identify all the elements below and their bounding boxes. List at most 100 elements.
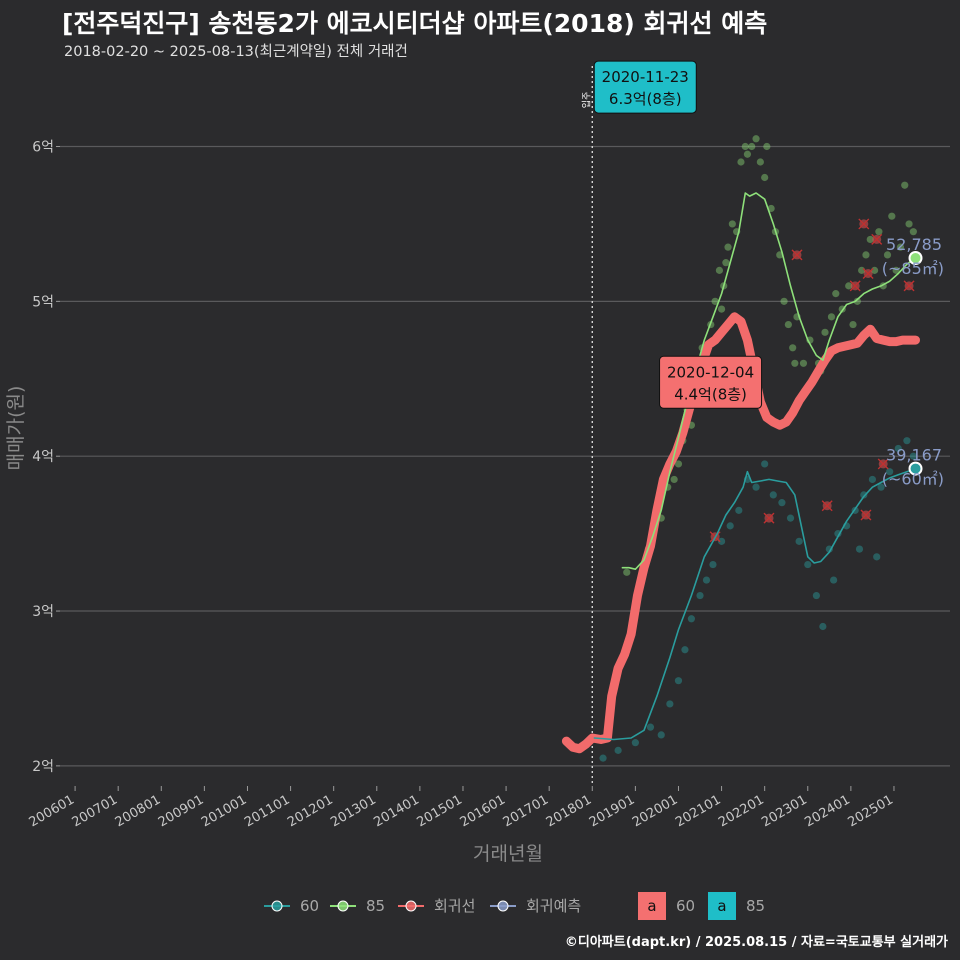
scatter-point-85: [741, 142, 749, 151]
scatter-point-85: [623, 568, 631, 576]
legend-label: 60: [300, 897, 319, 915]
chart-title: [전주덕진구] 송천동2가 에코시티더샵 아파트(2018) 회귀선 예측: [62, 9, 768, 38]
tick-label-y: 4억: [32, 449, 54, 465]
legend-callout-label: 60: [676, 897, 695, 915]
move-in-line: 입주: [580, 66, 593, 786]
legend-dot: [497, 900, 509, 912]
prediction-mark-x: [791, 249, 803, 261]
legend-dot: [271, 900, 283, 912]
scatter-point-85: [756, 158, 764, 166]
scatter-point-85: [784, 320, 792, 329]
legend-label: 회귀예측: [526, 897, 581, 915]
scatter-point-60: [868, 475, 877, 484]
tick-label-y: 5억: [32, 294, 54, 310]
chart-subtitle: 2018-02-20 ~ 2025-08-13(최근계약일) 전체 거래건: [64, 44, 408, 60]
scatter-point-60: [786, 514, 795, 522]
end-label-area-60: (~60㎡): [882, 470, 944, 489]
prediction-mark-x: [903, 280, 915, 292]
legend-callout-glyph: a: [647, 897, 656, 915]
prediction-mark-x: [849, 280, 861, 292]
legend-label: 85: [366, 897, 385, 915]
legend-dot: [337, 900, 349, 912]
x-axis-label: 거래년월: [473, 843, 543, 865]
callouts: 2020-11-23 6.3억(8층) 2020-12-04 4.4억(8층): [593, 60, 763, 409]
tick-label-x: 202501: [845, 792, 895, 830]
tick-label-x: 202401: [802, 792, 852, 830]
tick-label-y: 6억: [32, 140, 54, 156]
grid: [60, 145, 950, 767]
scatter-point-60: [804, 560, 812, 569]
scatter-point-85: [670, 475, 678, 484]
end-points: 52,785 (~85㎡) 39,167 (~60㎡): [882, 235, 944, 489]
end-label-value-60: 39,167: [886, 446, 942, 465]
scatter-point-60: [778, 499, 786, 507]
tick-label-x: 201901: [587, 792, 637, 830]
end-point-85: [908, 251, 923, 265]
scatter-point-60: [666, 700, 674, 708]
scatter-point-85: [752, 135, 760, 143]
scatter-point-85: [728, 220, 736, 228]
scatter-point-85: [737, 158, 745, 166]
regression-line: [561, 312, 920, 754]
scatter-point-85: [832, 290, 840, 298]
scatter-point-60: [702, 576, 711, 584]
scatter-point-60: [769, 491, 777, 499]
scatter-point-60: [614, 746, 622, 754]
scatter-point-60: [709, 560, 717, 569]
scatter-point-85: [711, 297, 719, 305]
scatter-point-60: [752, 483, 760, 491]
prediction-mark-x: [858, 218, 870, 230]
scatter-point-60: [674, 677, 683, 685]
legend-callout-glyph: a: [717, 897, 726, 915]
scatter-point-60: [631, 739, 639, 747]
scatter-point-60: [795, 537, 803, 545]
scatter-point-60: [877, 483, 885, 491]
prediction-mark-x: [862, 267, 874, 279]
y-axis-ticks: 2억 3억 4억 5억 6억: [32, 140, 60, 775]
scatter-point-60: [646, 723, 655, 731]
scatter-point-85: [789, 344, 797, 352]
scatter-point-85: [724, 243, 732, 251]
scatter-85: [623, 135, 917, 576]
tick-label-x: 200601: [27, 792, 77, 830]
legend-callout-label: 85: [746, 897, 765, 915]
scatter-point-85: [722, 259, 730, 267]
scatter-point-85: [780, 297, 788, 305]
tick-label-x: 200901: [156, 792, 206, 830]
scatter-point-60: [886, 468, 894, 476]
tick-label-x: 201101: [242, 792, 292, 830]
scatter-point-60: [657, 731, 665, 739]
prediction-mark-x: [877, 458, 889, 470]
legend-callout-swatch: [638, 892, 666, 920]
scatter-point-85: [892, 266, 900, 274]
scatter-point-60: [717, 537, 726, 545]
trend-line-85: [621, 192, 917, 570]
tick-label-x: 200701: [70, 792, 120, 830]
prediction-mark-x: [763, 512, 775, 524]
legend-callout-swatch: [708, 892, 736, 920]
scatter-point-60: [830, 576, 838, 584]
scatter-point-60: [903, 437, 911, 445]
callout-box-85: [593, 60, 697, 114]
tick-label-x: 202001: [630, 792, 680, 830]
scatter-point-85: [866, 235, 874, 244]
tick-label-x: 201501: [414, 792, 464, 830]
scatter-point-85: [821, 328, 829, 336]
x-axis-ticks: 2006012007012008012009012010012011012012…: [27, 786, 896, 830]
prediction-mark-x: [871, 233, 883, 245]
scatter-point-85: [896, 243, 905, 251]
scatter-point-60: [726, 522, 734, 530]
scatter-point-60: [873, 553, 881, 561]
legend-label: 회귀선: [434, 897, 475, 915]
callout-box-regression: [659, 355, 763, 409]
scatter-point-85: [883, 251, 892, 259]
scatter-point-85: [849, 320, 857, 329]
scatter-point-85: [888, 212, 896, 220]
tick-label-x: 201801: [544, 792, 594, 830]
scatter-point-60: [735, 506, 743, 514]
y-axis-label: 매매가(원): [5, 386, 27, 471]
scatter-point-60: [599, 754, 607, 762]
end-label-value-85: 52,785: [886, 235, 942, 254]
callout-date: 2020-11-23: [602, 68, 689, 86]
